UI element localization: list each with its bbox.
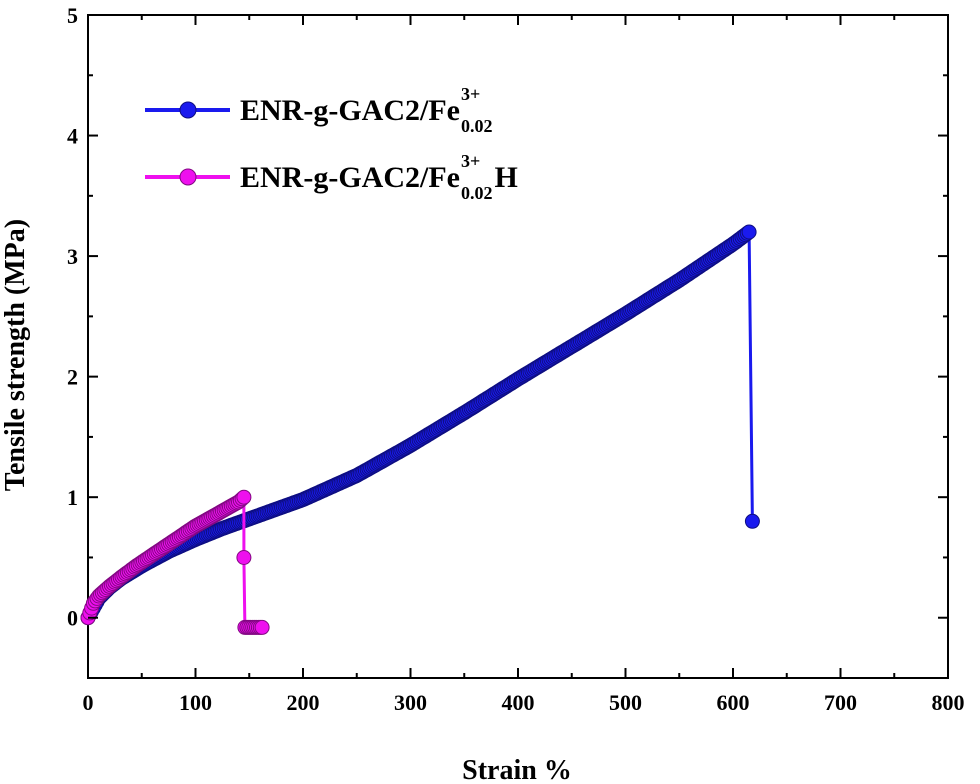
data-point: [236, 489, 252, 505]
legend-marker: [179, 101, 197, 119]
legend-item-2: ENR-g-GAC2/Fe 3+ 0.02 H: [145, 151, 518, 203]
plot-frame: [87, 14, 949, 679]
y-tick-label: 0: [67, 606, 78, 631]
plot-border: [87, 14, 949, 679]
data-point: [744, 513, 760, 529]
legend-superscript: 3+: [461, 84, 480, 104]
ticks-layer: 0 100 200 300 400 500 600 700 800 0 1 2 3 4 5: [67, 3, 965, 715]
data-point: [741, 224, 757, 240]
x-tick-label: 100: [179, 690, 212, 715]
y-tick-label: 3: [67, 244, 78, 269]
legend-subscript: 0.02: [461, 116, 493, 136]
y-tick-label: 5: [67, 3, 78, 28]
legend-subscript: 0.02: [461, 183, 493, 203]
x-axis-title: Strain %: [462, 755, 572, 784]
y-tick-label: 2: [67, 365, 78, 390]
y-axis-title: Tensile strength (MPa): [0, 219, 31, 491]
x-tick-label: 600: [717, 690, 750, 715]
series-2: [80, 489, 270, 635]
y-tick-label: 1: [67, 485, 78, 510]
x-tick-label: 200: [287, 690, 320, 715]
series-layer: [80, 224, 760, 635]
data-point: [254, 619, 270, 635]
legend-item-1: ENR-g-GAC2/Fe 3+ 0.02: [145, 84, 492, 136]
legend-label: ENR-g-GAC2/Fe: [240, 94, 460, 127]
legend-label: ENR-g-GAC2/Fe: [240, 161, 460, 194]
x-tick-label: 700: [824, 690, 857, 715]
x-tick-label: 300: [394, 690, 427, 715]
legend-suffix: H: [494, 161, 517, 194]
x-tick-label: 0: [83, 690, 94, 715]
x-tick-label: 400: [502, 690, 535, 715]
y-tick-label: 4: [67, 124, 78, 149]
x-tick-label: 800: [932, 690, 965, 715]
legend-marker: [179, 168, 197, 186]
x-tick-label: 500: [609, 690, 642, 715]
series-1: [80, 224, 760, 626]
data-point: [236, 550, 252, 565]
legend-superscript: 3+: [461, 151, 480, 171]
